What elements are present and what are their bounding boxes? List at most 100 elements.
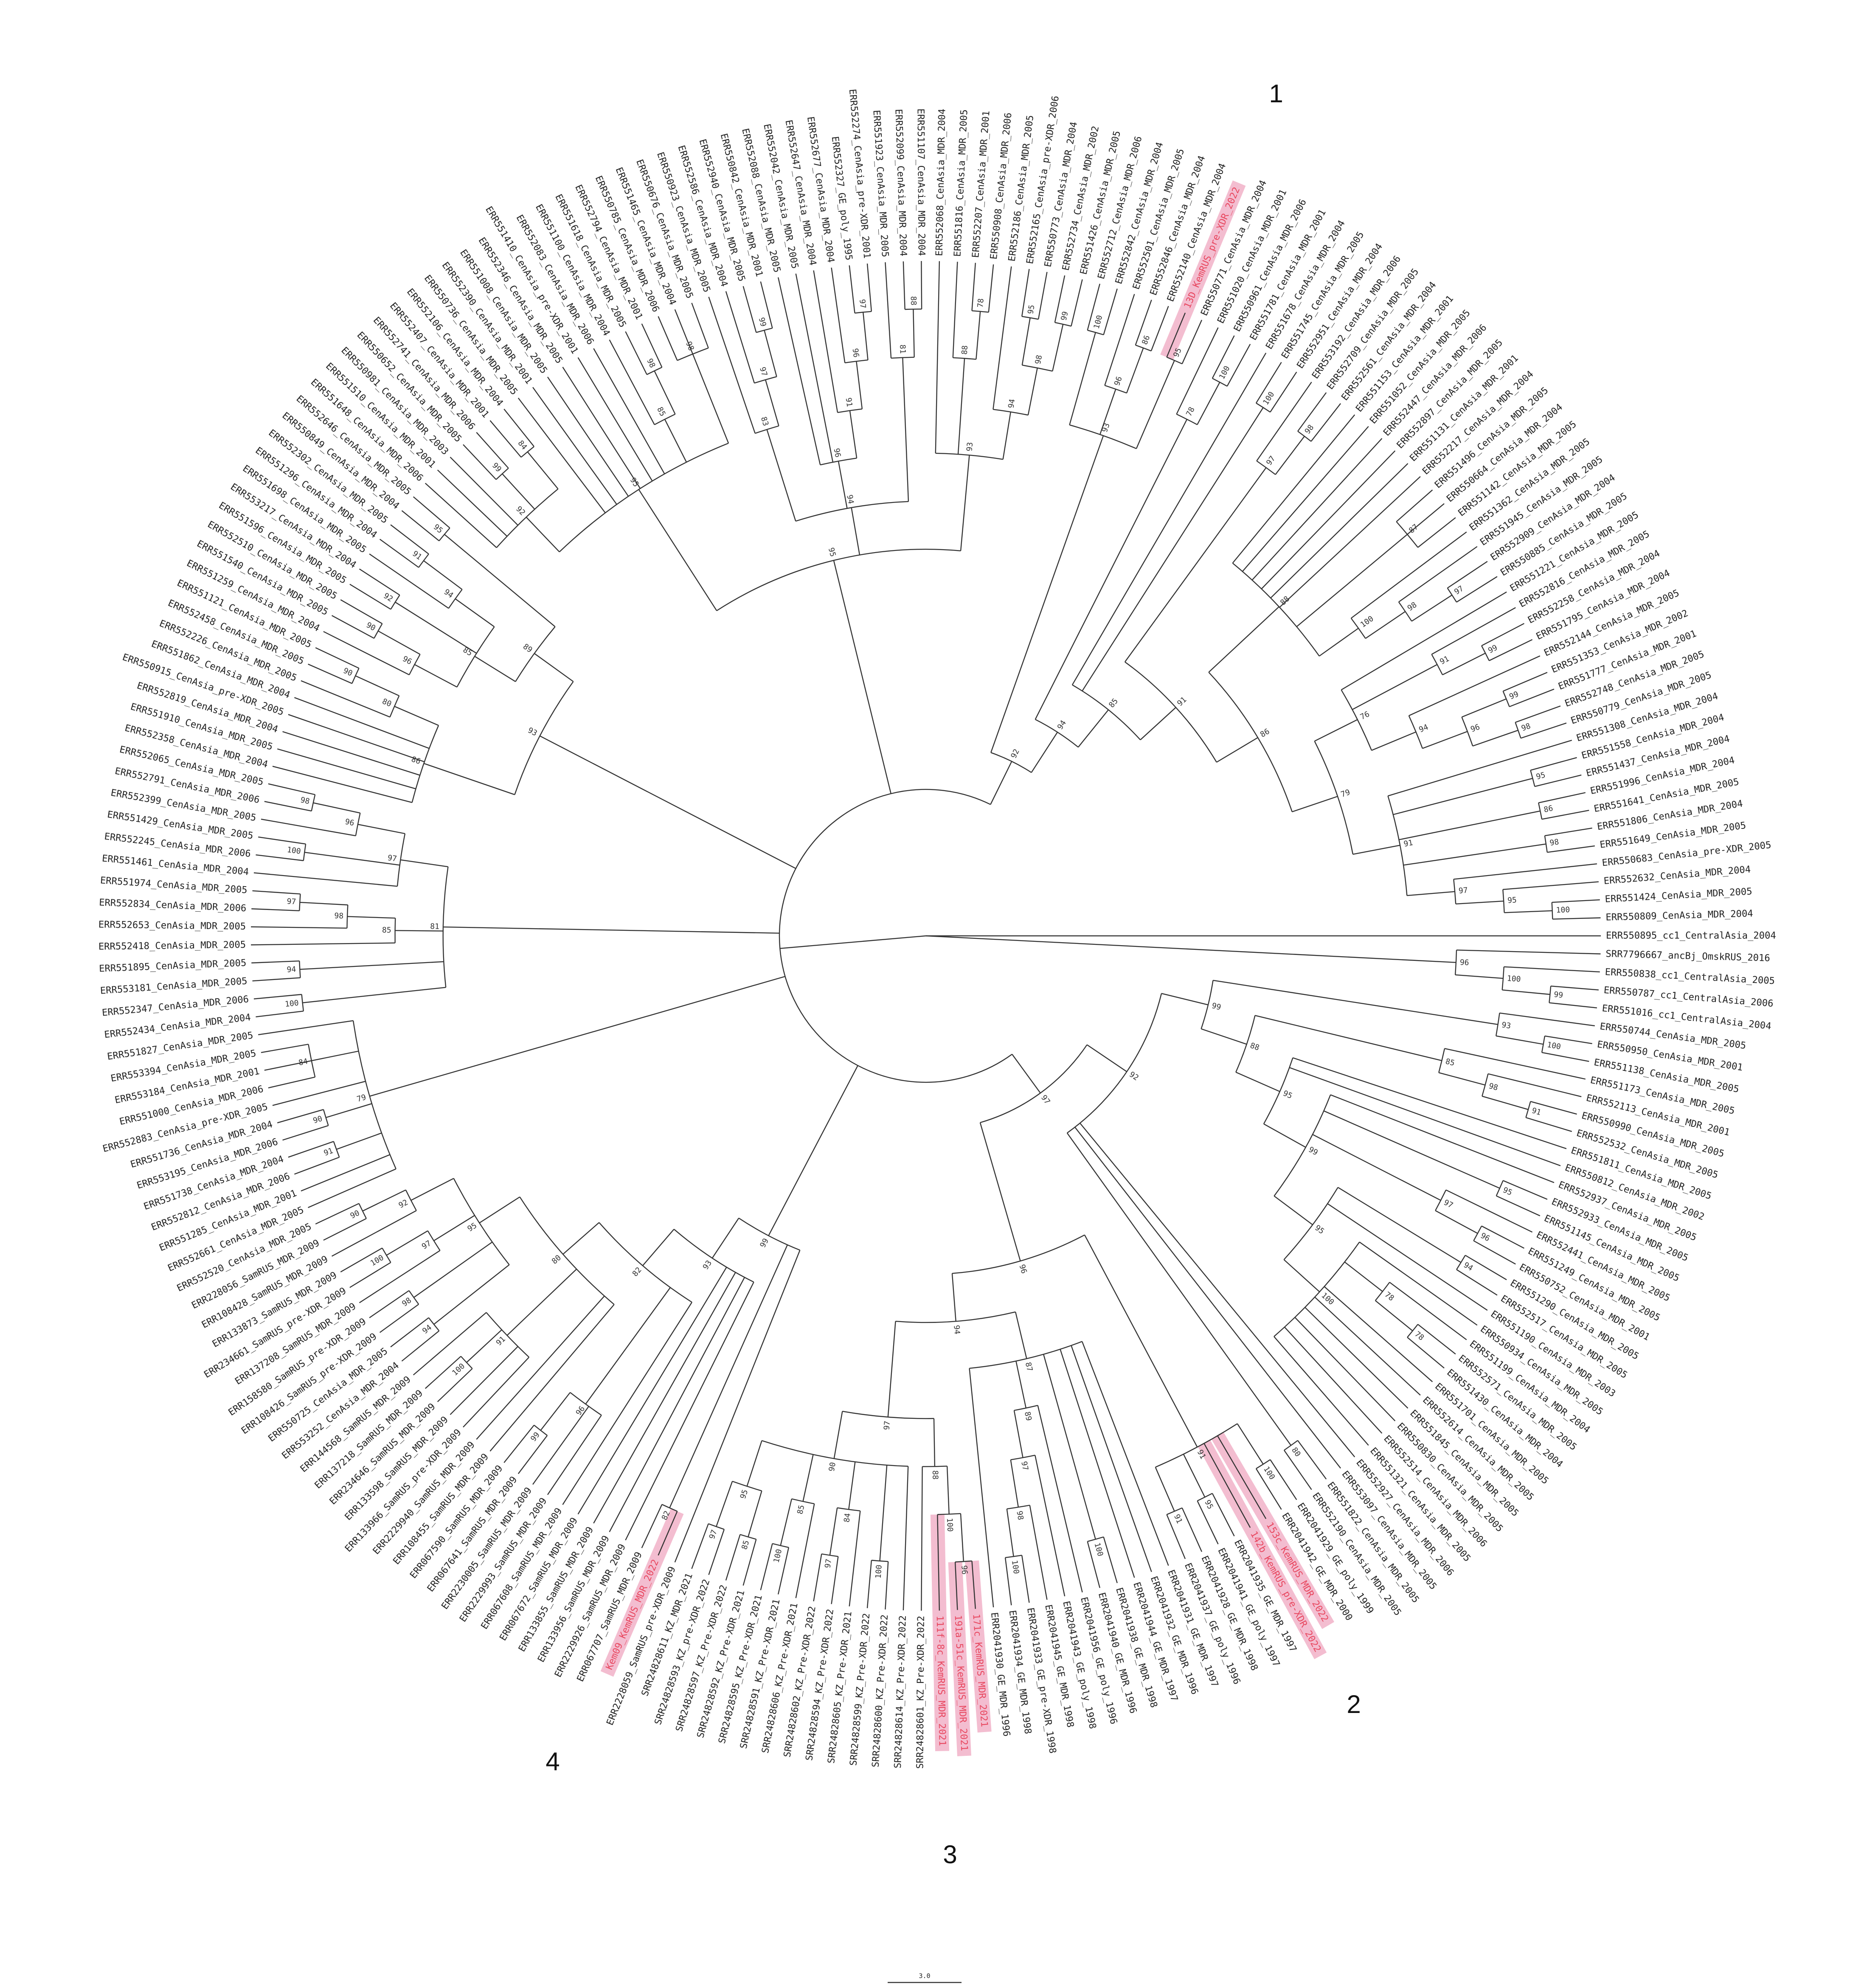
leaf-label: 111f-8c_KemRUS_MDR_2021	[934, 1615, 948, 1746]
branch	[433, 1264, 510, 1325]
branch	[450, 457, 518, 526]
branch	[1166, 1514, 1186, 1559]
branch	[708, 297, 756, 434]
branch	[425, 1356, 461, 1389]
branch	[1084, 1235, 1198, 1448]
support-value: 96	[1018, 1264, 1029, 1275]
branch	[369, 1290, 410, 1318]
support-value: 95	[1282, 1089, 1293, 1101]
branch	[1338, 1187, 1462, 1263]
branch	[517, 397, 606, 514]
branch	[1292, 796, 1338, 812]
leaf-label: ERR551816_CenAsia_MDR_2005	[952, 109, 970, 257]
branch	[1399, 810, 1541, 840]
branch	[378, 630, 421, 655]
branch	[1037, 1405, 1083, 1592]
branch	[1456, 576, 1498, 603]
support-value: 100	[1359, 614, 1375, 629]
support-value: 96	[401, 654, 413, 667]
branch	[768, 1065, 858, 1236]
branch	[957, 358, 965, 455]
support-value: 78	[1383, 1290, 1396, 1303]
branch	[1323, 1110, 1500, 1189]
branch	[1351, 531, 1467, 619]
branch	[760, 1543, 773, 1590]
support-value: 94	[845, 494, 855, 505]
branch	[1087, 1541, 1100, 1588]
branch	[1289, 1067, 1561, 1166]
branch	[1352, 664, 1438, 710]
branch	[326, 1103, 372, 1118]
branch	[413, 1241, 493, 1298]
support-value: 98	[300, 795, 311, 806]
branch	[347, 916, 396, 919]
branch	[1534, 774, 1582, 787]
support-value: 100	[1217, 365, 1232, 381]
support-value: 100	[1262, 1465, 1277, 1481]
support-value: 96	[832, 447, 843, 458]
branch	[1086, 1044, 1128, 1073]
branch	[1310, 403, 1341, 442]
branch	[1161, 993, 1209, 1005]
branch	[1232, 414, 1355, 564]
branch	[1496, 1195, 1541, 1216]
leaf-label: SRR7796667_ancBj_OmskRUS_2016	[1606, 948, 1770, 963]
branch	[304, 851, 400, 866]
branch	[1255, 1015, 1442, 1061]
branch	[401, 1330, 440, 1362]
support-value: 95	[1535, 771, 1546, 782]
support-value: 100	[1261, 390, 1276, 407]
leaf-label: ERR551923_CenAsia_MDR_2005	[871, 110, 891, 257]
branch	[1544, 1035, 1592, 1045]
branch	[413, 1312, 487, 1376]
branch	[609, 340, 655, 425]
branch	[466, 1329, 502, 1363]
branch	[1407, 503, 1445, 535]
branch	[323, 631, 410, 676]
support-value: 94	[1462, 1261, 1474, 1273]
branch	[1038, 272, 1048, 320]
support-value: 92	[382, 591, 395, 604]
support-value: 94	[1418, 723, 1430, 735]
branch	[369, 553, 449, 609]
branch	[1445, 1189, 1533, 1233]
support-value: 100	[1092, 1542, 1105, 1557]
branch	[1422, 731, 1468, 749]
branch	[252, 977, 301, 982]
branch	[692, 354, 729, 444]
branch	[990, 435, 1104, 753]
branch	[1330, 1094, 1555, 1183]
branch	[463, 444, 497, 480]
branch	[301, 680, 391, 718]
support-value: 85	[461, 646, 474, 658]
branch	[1104, 294, 1135, 386]
branch	[609, 1277, 745, 1533]
branch-arc	[842, 1410, 934, 1419]
branch	[444, 534, 556, 627]
branch	[1002, 412, 1011, 460]
branch	[848, 1462, 856, 1510]
branch	[780, 1499, 793, 1546]
branch	[1496, 1035, 1544, 1045]
branch	[593, 1272, 736, 1524]
branch	[532, 387, 617, 505]
branch	[813, 270, 838, 413]
leaf-label: ERR551974_CenAsia_MDR_2005	[100, 875, 247, 896]
branch	[642, 1229, 675, 1266]
branch	[1015, 1361, 1027, 1408]
branch	[277, 1109, 324, 1123]
branch	[925, 935, 1456, 963]
branch	[1442, 652, 1486, 676]
branch	[1071, 1345, 1152, 1572]
branch	[1319, 628, 1359, 657]
branch	[1013, 1410, 1023, 1458]
support-value: 98	[684, 340, 696, 352]
branch	[1305, 1307, 1409, 1409]
support-value: 97	[1039, 1093, 1052, 1106]
branch	[1166, 312, 1186, 358]
support-value: 85	[1107, 697, 1120, 710]
branch	[766, 429, 796, 522]
branch	[1456, 900, 1504, 905]
support-value: 92	[1009, 747, 1021, 760]
branch	[336, 1132, 382, 1150]
